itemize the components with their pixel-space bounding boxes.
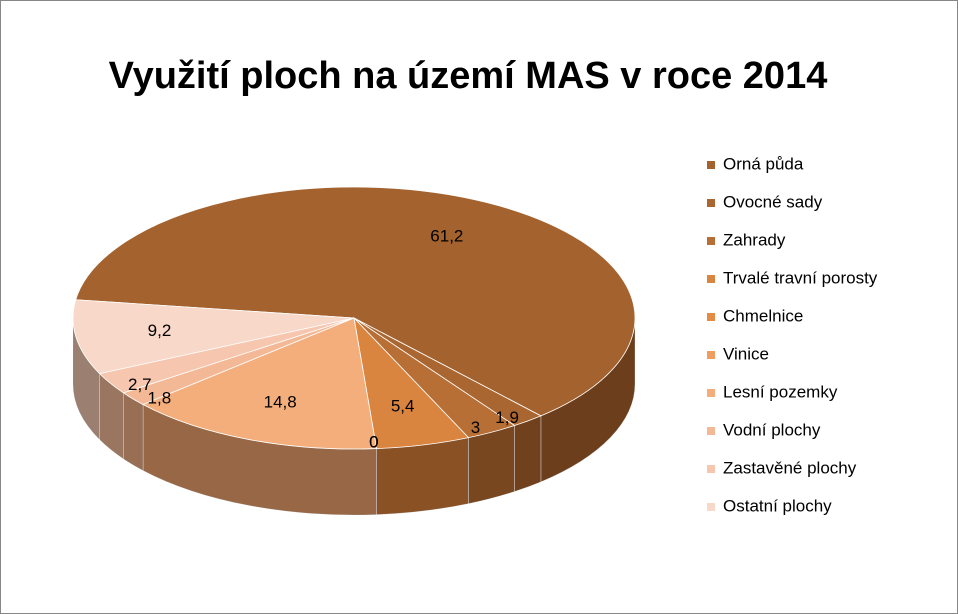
legend-label: Lesní pozemky	[723, 382, 838, 401]
data-label: 2,7	[128, 375, 152, 394]
legend-label: Chmelnice	[723, 306, 803, 325]
legend-swatch	[707, 237, 715, 245]
data-label: 3	[471, 418, 480, 437]
chart-title: Využití ploch na území MAS v roce 2014	[109, 55, 828, 97]
legend-swatch	[707, 389, 715, 397]
pie-side-shade	[73, 318, 100, 440]
pie-side-shade	[468, 425, 515, 504]
legend-label: Vinice	[723, 344, 769, 363]
pie-side-shade	[376, 437, 469, 515]
legend-swatch	[707, 199, 715, 207]
pie-side-shade	[540, 318, 635, 482]
legend-label: Zahrady	[723, 230, 786, 249]
data-label: 61,2	[430, 227, 463, 246]
legend-swatch	[707, 161, 715, 169]
legend-label: Zastavěné plochy	[723, 458, 857, 477]
data-label: 14,8	[264, 392, 297, 411]
data-label: 0	[369, 432, 378, 451]
legend: Orná půda Ovocné sady Zahrady Trvalé travní…	[707, 154, 878, 515]
legend-swatch	[707, 313, 715, 321]
legend-label: Trvalé travní porosty	[723, 268, 878, 287]
legend-label: Ovocné sady	[723, 192, 823, 211]
data-label: 1,9	[495, 408, 519, 427]
data-label: 9,2	[148, 321, 172, 340]
legend-label: Ostatní plochy	[723, 496, 832, 515]
pie-slice	[72, 299, 355, 375]
legend-label: Vodní plochy	[723, 420, 821, 439]
pie-side-shade	[99, 373, 124, 459]
pie-slice	[142, 317, 378, 450]
data-label: 5,4	[391, 396, 415, 415]
pie-side-shade	[123, 392, 143, 471]
legend-swatch	[707, 351, 715, 359]
data-label: 0	[369, 432, 378, 451]
pie-side-shade	[514, 415, 541, 492]
legend-swatch	[707, 465, 715, 473]
legend-swatch	[707, 275, 715, 283]
pie-slice	[75, 186, 636, 417]
data-label: 1,8	[148, 389, 172, 408]
legend-label: Orná půda	[723, 154, 804, 173]
legend-swatch	[707, 503, 715, 511]
pie-side-shade	[142, 404, 377, 515]
legend-swatch	[707, 427, 715, 435]
